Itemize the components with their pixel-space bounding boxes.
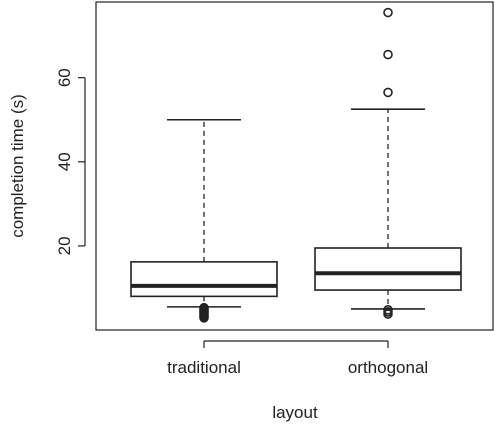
- y-axis: 20 40 60: [55, 68, 86, 255]
- iqr-box: [130, 261, 278, 298]
- x-tick-label: traditional: [167, 358, 241, 377]
- y-tick-label: 40: [55, 152, 74, 171]
- y-tick-label: 20: [55, 236, 74, 255]
- x-tick-label: orthogonal: [348, 358, 428, 377]
- outlier-point: [383, 87, 393, 98]
- outlier-point: [383, 7, 393, 18]
- x-axis-label: layout: [272, 403, 318, 422]
- y-tick-label: 60: [55, 68, 74, 87]
- plot-frame: [95, 1, 494, 331]
- x-axis: traditional orthogonal: [167, 340, 428, 377]
- iqr-box: [314, 247, 462, 291]
- outlier-point: [383, 49, 393, 60]
- box-traditional: [130, 118, 278, 323]
- outlier-point: [383, 305, 393, 315]
- boxes: [130, 7, 462, 323]
- box-orthogonal: [314, 7, 462, 319]
- outlier-point: [199, 302, 209, 313]
- y-axis-label: completion time (s): [8, 94, 27, 238]
